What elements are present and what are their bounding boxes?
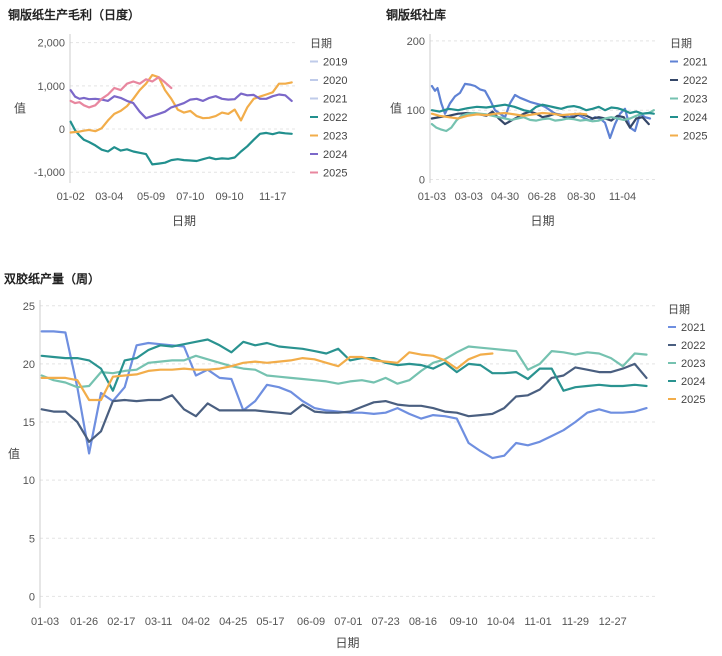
chart2-legend-title: 日期 [670,37,692,50]
chart3-xtick-label: 01-03 [31,616,59,628]
chart3-series-2022 [40,362,648,443]
chart3-legend-item-2024: 2024 [681,376,705,388]
chart2-legend-item-2024: 2024 [683,112,707,124]
chart3-xtick-label: 04-25 [219,616,247,628]
chart3-xtick-label: 08-16 [409,616,437,628]
chart2-ytick-label: 100 [407,105,425,117]
chart2-xtick-label: 08-30 [567,191,595,203]
chart3-ytick-label: 0 [29,591,35,603]
chart1-yaxis-label: 值 [14,101,26,116]
chart1-xtick-label: 09-10 [216,191,244,203]
chart3-title: 双胶纸产量（周） [4,272,101,286]
chart2-xaxis-label: 日期 [530,214,554,228]
chart3-xtick-label: 04-02 [182,616,210,628]
chart1-xtick-label: 01-02 [57,191,85,203]
chart3-series-2021 [40,330,648,460]
chart3-legend-item-2022: 2022 [681,340,705,352]
chart3-yaxis-label: 值 [8,446,20,461]
chart3-xtick-label: 03-11 [145,616,172,628]
chart1-ytick-label: -1,000 [34,167,65,179]
chart3-ytick-label: 5 [29,533,35,545]
chart3-series-2023 [40,345,648,389]
chart3-xtick-label: 07-23 [372,616,400,628]
chart3-xtick-label: 10-04 [487,616,515,628]
chart3-xtick-label: 02-17 [107,616,135,628]
chart1-xtick-label: 11-17 [259,191,286,203]
chart1-xtick-label: 05-09 [137,191,165,203]
chart3-ytick-label: 10 [23,475,35,487]
chart3-ytick-label: 25 [23,301,35,313]
chart2-xtick-label: 03-03 [455,191,483,203]
chart1-ytick-label: 2,000 [37,38,65,50]
chart3-series-2024 [40,338,648,392]
chart3-legend-item-2023: 2023 [681,358,705,370]
chart2-xtick-label: 11-04 [609,191,636,203]
chart3-xtick-label: 11-01 [524,616,551,628]
chart1-series-2023 [69,73,293,134]
chart2-series-2024 [430,103,655,115]
chart2-legend-item-2022: 2022 [683,75,707,87]
chart2-legend-item-2025: 2025 [683,131,707,143]
chart2-yaxis-label: 值 [390,101,402,116]
chart3-xtick-label: 01-26 [70,616,98,628]
chart1-xtick-label: 07-10 [176,191,204,203]
chart1-legend-item-2023: 2023 [323,131,347,143]
chart3-legend-item-2021: 2021 [681,322,705,334]
chart1-series-2022 [69,120,293,166]
chart3-xtick-label: 09-10 [449,616,477,628]
chart1-title: 铜版纸生产毛利（日度） [8,8,141,22]
chart1-ytick-label: 1,000 [37,81,65,93]
chart3-xtick-label: 11-29 [562,616,589,628]
chart1-legend-item-2020: 2020 [323,75,347,87]
chart1-legend-item-2024: 2024 [323,149,347,161]
chart1-legend-item-2021: 2021 [323,94,347,106]
chart3-xaxis-label: 日期 [335,636,359,650]
chart3-xtick-label: 06-09 [297,616,325,628]
chart2-xtick-label: 04-30 [491,191,519,203]
chart2-xtick-label: 06-28 [528,191,556,203]
chart3-legend-title: 日期 [668,303,690,316]
chart2-series-2023 [430,109,655,133]
chart2-series-2025 [430,111,588,120]
chart2-title: 铜版纸社库 [386,8,447,22]
chart2-ytick-label: 200 [407,36,425,48]
chart2-series-2021 [430,82,652,140]
chart1-legend-item-2022: 2022 [323,112,347,124]
chart1-xaxis-label: 日期 [172,214,196,228]
chart3-ytick-label: 20 [23,359,35,371]
chart3-series-2025 [40,351,494,402]
chart2-legend-item-2023: 2023 [683,94,707,106]
chart3-xtick-label: 07-01 [334,616,362,628]
chart3-xtick-label: 05-17 [256,616,284,628]
chart1-ytick-label: 0 [59,124,65,136]
chart2-ytick-label: 0 [419,175,425,187]
chart1-legend-title: 日期 [310,37,332,50]
chart1-series-2025 [69,76,173,109]
chart1-xtick-label: 03-04 [95,191,123,203]
chart1-legend-item-2019: 2019 [323,57,347,69]
chart1-legend-item-2025: 2025 [323,168,347,180]
chart3-ytick-label: 15 [23,417,35,429]
chart2-xtick-label: 01-03 [418,191,446,203]
chart3-legend-item-2025: 2025 [681,394,705,406]
chart1-series-2024 [69,88,293,120]
chart3-xtick-label: 12-27 [599,616,627,628]
chart2-legend-item-2021: 2021 [683,57,707,69]
